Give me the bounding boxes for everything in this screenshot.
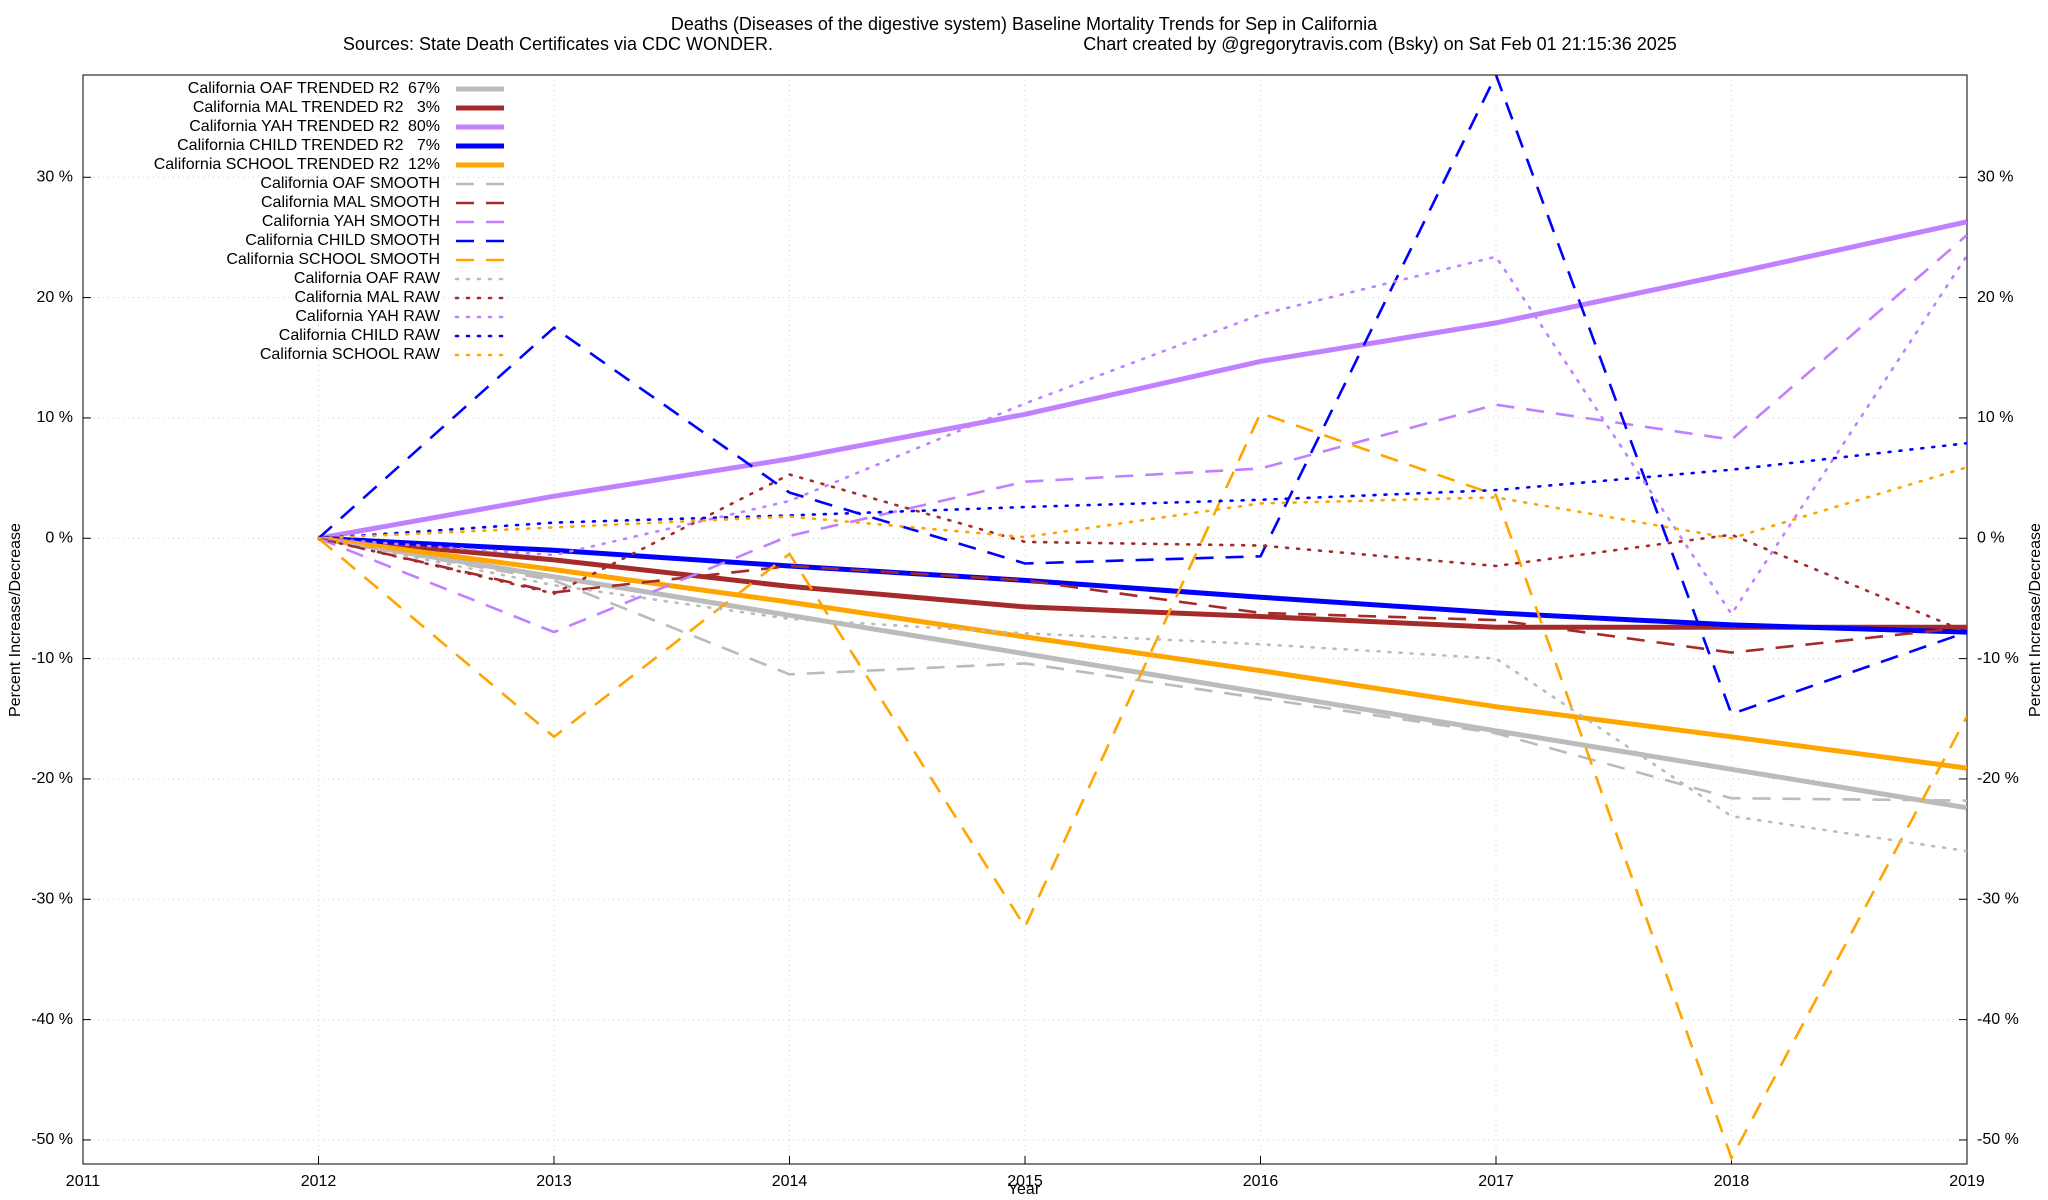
y2-tick-label: -30 %: [1977, 890, 2019, 907]
y-tick-label: -40 %: [31, 1011, 73, 1028]
y-tick-label: -30 %: [31, 890, 73, 907]
y-tick-label: -10 %: [31, 650, 73, 667]
legend-label: California CHILD SMOOTH: [245, 232, 440, 249]
x-tick-label: 2018: [1714, 1173, 1750, 1190]
y-tick-label: 0 %: [45, 529, 73, 546]
y2-tick-label: -50 %: [1977, 1131, 2019, 1148]
legend-label: California MAL TRENDED R2 3%: [193, 99, 440, 116]
x-tick-label: 2015: [1007, 1173, 1043, 1190]
series-line: [318, 535, 1967, 771]
series-line: [318, 535, 1967, 630]
series-line: [317, 254, 1967, 617]
legend-label: California SCHOOL TRENDED R2 12%: [154, 156, 440, 173]
x-tick-label: 2012: [301, 1173, 337, 1190]
y-tick-label: -50 %: [31, 1131, 73, 1148]
legend-label: California OAF SMOOTH: [260, 175, 440, 192]
series-line: [317, 473, 1967, 634]
legend-label: California CHILD TRENDED R2 7%: [177, 137, 440, 154]
y2-tick-label: 0 %: [1977, 529, 2005, 546]
y-tick-label: 20 %: [37, 289, 73, 306]
x-tick-label: 2014: [772, 1173, 808, 1190]
legend-label: California SCHOOL RAW: [260, 346, 441, 363]
series-line: [317, 441, 1967, 540]
x-axis-label: Year: [1008, 1181, 1041, 1198]
series-line: [318, 234, 1967, 634]
x-tick-label: 2016: [1243, 1173, 1279, 1190]
legend-label: California YAH SMOOTH: [262, 213, 440, 230]
y2-tick-label: -40 %: [1977, 1011, 2019, 1028]
legend-label: California OAF TRENDED R2 67%: [188, 80, 440, 97]
legend-label: California CHILD RAW: [279, 327, 441, 344]
chart-title: Deaths (Diseases of the digestive system…: [671, 14, 1378, 34]
y2-tick-label: 10 %: [1977, 409, 2013, 426]
y-tick-label: 30 %: [37, 169, 73, 186]
chart-credit: Chart created by @gregorytravis.com (Bsk…: [1083, 34, 1677, 54]
chart-subtitle: Sources: State Death Certificates via CD…: [343, 34, 773, 54]
y-tick-label: 10 %: [37, 409, 73, 426]
plot-area: [317, 75, 1967, 1162]
x-tick-label: 2011: [66, 1173, 101, 1190]
legend-label: California SCHOOL SMOOTH: [226, 251, 440, 268]
y2-axis-label: Percent Increase/Decrease: [2027, 523, 2044, 717]
x-tick-label: 2013: [536, 1173, 572, 1190]
legend-label: California MAL RAW: [294, 289, 440, 306]
series-line: [317, 466, 1967, 540]
y2-tick-label: 20 %: [1977, 289, 2013, 306]
series-line: [318, 537, 1967, 802]
x-tick-label: 2019: [1949, 1173, 1985, 1190]
y-tick-label: -20 %: [31, 770, 73, 787]
y2-tick-label: 30 %: [1977, 169, 2013, 186]
y2-tick-label: -20 %: [1977, 770, 2019, 787]
y-axis-label: Percent Increase/Decrease: [7, 523, 24, 717]
legend-label: California MAL SMOOTH: [261, 194, 440, 211]
series-line: [317, 537, 1967, 853]
series-line: [318, 219, 1967, 541]
y2-tick-label: -10 %: [1977, 650, 2019, 667]
series-line: [318, 537, 1967, 654]
legend-label: California YAH TRENDED R2 80%: [189, 118, 440, 135]
legend-label: California YAH RAW: [295, 308, 441, 325]
x-tick-label: 2017: [1478, 1173, 1514, 1190]
series-line: [317, 411, 1967, 1162]
plot-frame: [82, 74, 1968, 1165]
series-line: [317, 75, 1967, 716]
series-line: [318, 535, 1967, 635]
legend-label: California OAF RAW: [294, 270, 441, 287]
